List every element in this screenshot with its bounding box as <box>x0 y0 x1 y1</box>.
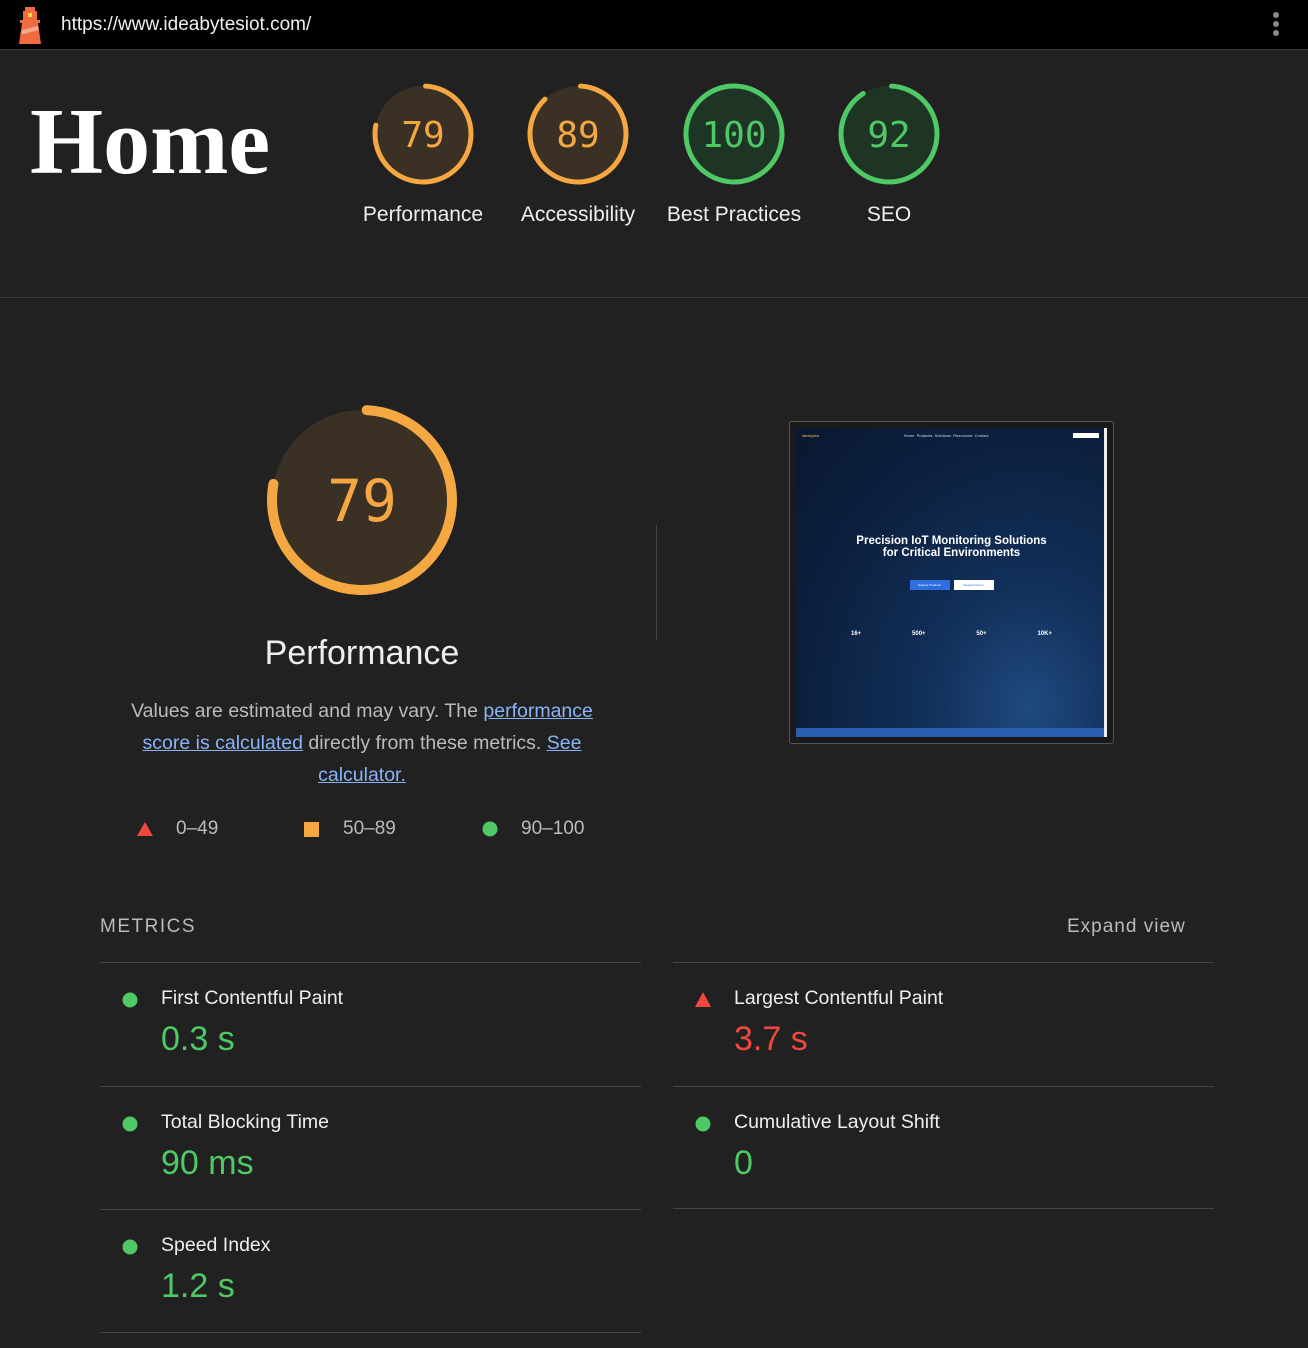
svg-text:79: 79 <box>401 115 444 156</box>
metric-value: 3.7 s <box>734 1020 808 1058</box>
circle-icon <box>122 1116 138 1132</box>
rating-indicator <box>122 1239 138 1255</box>
metric-value: 0.3 s <box>161 1020 235 1058</box>
legend-range: 90–100 <box>521 818 585 839</box>
metrics-heading: METRICS <box>100 916 196 937</box>
expand-view-toggle[interactable]: Expand view <box>1067 916 1186 937</box>
kebab-menu-icon[interactable] <box>1268 10 1284 40</box>
screenshot-buttons: Explore Products Request Demo <box>796 580 1107 590</box>
performance-description: Values are estimated and may vary. The p… <box>112 695 612 791</box>
rating-indicator <box>122 992 138 1008</box>
metric-name: Largest Contentful Paint <box>734 987 944 1009</box>
gauge-arc: 92 <box>838 83 940 185</box>
desc-text: directly from these metrics. <box>302 732 547 754</box>
screenshot-scrollbar <box>1104 428 1107 737</box>
circle-icon <box>122 992 138 1008</box>
metric-value: 90 ms <box>161 1144 254 1182</box>
gauge-best-practices[interactable]: 100 Best Practices <box>659 81 809 231</box>
gauge-label: Best Practices <box>666 203 802 226</box>
gauge-accessibility[interactable]: 89 Accessibility <box>503 81 653 231</box>
metric-value: 1.2 s <box>161 1267 235 1305</box>
gauge-arc: 100 <box>683 83 785 185</box>
report-header: Home 79 Performance 89 Accessibility 100… <box>0 51 1308 298</box>
report-url[interactable]: https://www.ideabytesiot.com/ <box>61 14 312 35</box>
metric-item: Largest Contentful Paint 3.7 s <box>673 962 1214 1086</box>
divider <box>656 525 657 640</box>
screenshot-stats: 16+ 500+ 50+ 10K+ <box>851 631 1052 637</box>
circle-icon <box>122 1239 138 1255</box>
divider <box>673 1208 1214 1209</box>
circle-icon <box>695 1116 711 1132</box>
metric-item: First Contentful Paint 0.3 s <box>100 962 641 1086</box>
circle-icon <box>482 821 498 837</box>
gauge-label: SEO <box>866 203 912 226</box>
metric-item: Total Blocking Time 90 ms <box>100 1086 641 1210</box>
metric-name: First Contentful Paint <box>161 987 344 1009</box>
legend-range: 50–89 <box>343 818 396 839</box>
page-title: Home <box>30 90 271 194</box>
metric-name: Cumulative Layout Shift <box>734 1111 940 1133</box>
calculator-link[interactable]: See calculator. <box>318 732 582 786</box>
metric-name: Total Blocking Time <box>161 1111 329 1133</box>
triangle-icon <box>137 822 153 836</box>
metric-name: Speed Index <box>161 1234 271 1256</box>
square-icon <box>304 821 319 837</box>
svg-text:89: 89 <box>556 115 599 156</box>
svg-text:79: 79 <box>327 467 397 535</box>
legend-range: 0–49 <box>176 818 219 839</box>
screenshot-footer <box>796 728 1107 737</box>
triangle-icon <box>695 992 711 1007</box>
gauge-seo[interactable]: 92 SEO <box>814 81 964 231</box>
gauge-label: Performance <box>362 203 484 226</box>
legend-fail: 0–49 <box>137 818 218 840</box>
gauge-performance[interactable]: 79 Performance <box>348 81 498 231</box>
gauge-arc: 79 <box>267 405 457 595</box>
rating-indicator <box>695 1116 711 1132</box>
score-calculated-link[interactable]: performance score is calculated <box>142 700 593 754</box>
screenshot-image: ideabytes Home Products Solutions Resourc… <box>796 428 1107 737</box>
gauge-arc: 79 <box>372 83 474 185</box>
metric-value: 0 <box>734 1144 753 1182</box>
gauge-arc: 89 <box>527 83 629 185</box>
performance-title: Performance <box>264 634 460 672</box>
rating-indicator <box>122 1116 138 1132</box>
legend-pass: 90–100 <box>482 818 584 840</box>
svg-text:92: 92 <box>867 115 910 156</box>
svg-text:100: 100 <box>701 115 766 156</box>
screenshot-nav: ideabytes Home Products Solutions Resourc… <box>802 433 1099 438</box>
legend-average: 50–89 <box>304 818 396 840</box>
screenshot-headline: Precision IoT Monitoring Solutions for Cr… <box>856 535 1047 559</box>
final-screenshot[interactable]: ideabytes Home Products Solutions Resourc… <box>789 421 1114 744</box>
metric-item: Cumulative Layout Shift 0 <box>673 1086 1214 1210</box>
rating-indicator <box>695 992 711 1007</box>
gauge-label: Accessibility <box>520 203 636 226</box>
top-bar: https://www.ideabytesiot.com/ <box>0 0 1308 50</box>
desc-text: Values are estimated and may vary. The <box>131 700 484 722</box>
metric-item: Speed Index 1.2 s <box>100 1209 641 1333</box>
lighthouse-icon <box>19 7 41 44</box>
performance-gauge-large: 79 <box>200 400 524 605</box>
